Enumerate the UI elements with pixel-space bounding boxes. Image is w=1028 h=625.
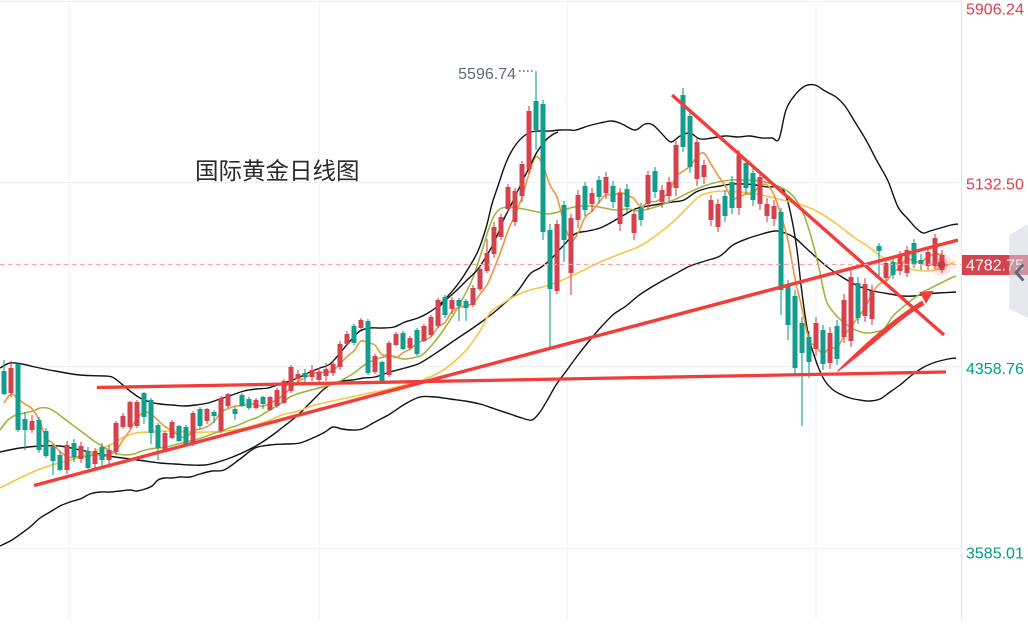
svg-text:5906.24: 5906.24 <box>966 2 1024 19</box>
svg-text:5596.74: 5596.74 <box>458 66 516 83</box>
svg-text:国际黄金日线图: 国际黄金日线图 <box>195 158 360 184</box>
svg-text:3585.01: 3585.01 <box>966 546 1024 563</box>
svg-text:4358.76: 4358.76 <box>966 361 1024 378</box>
svg-text:5132.50: 5132.50 <box>966 177 1024 194</box>
